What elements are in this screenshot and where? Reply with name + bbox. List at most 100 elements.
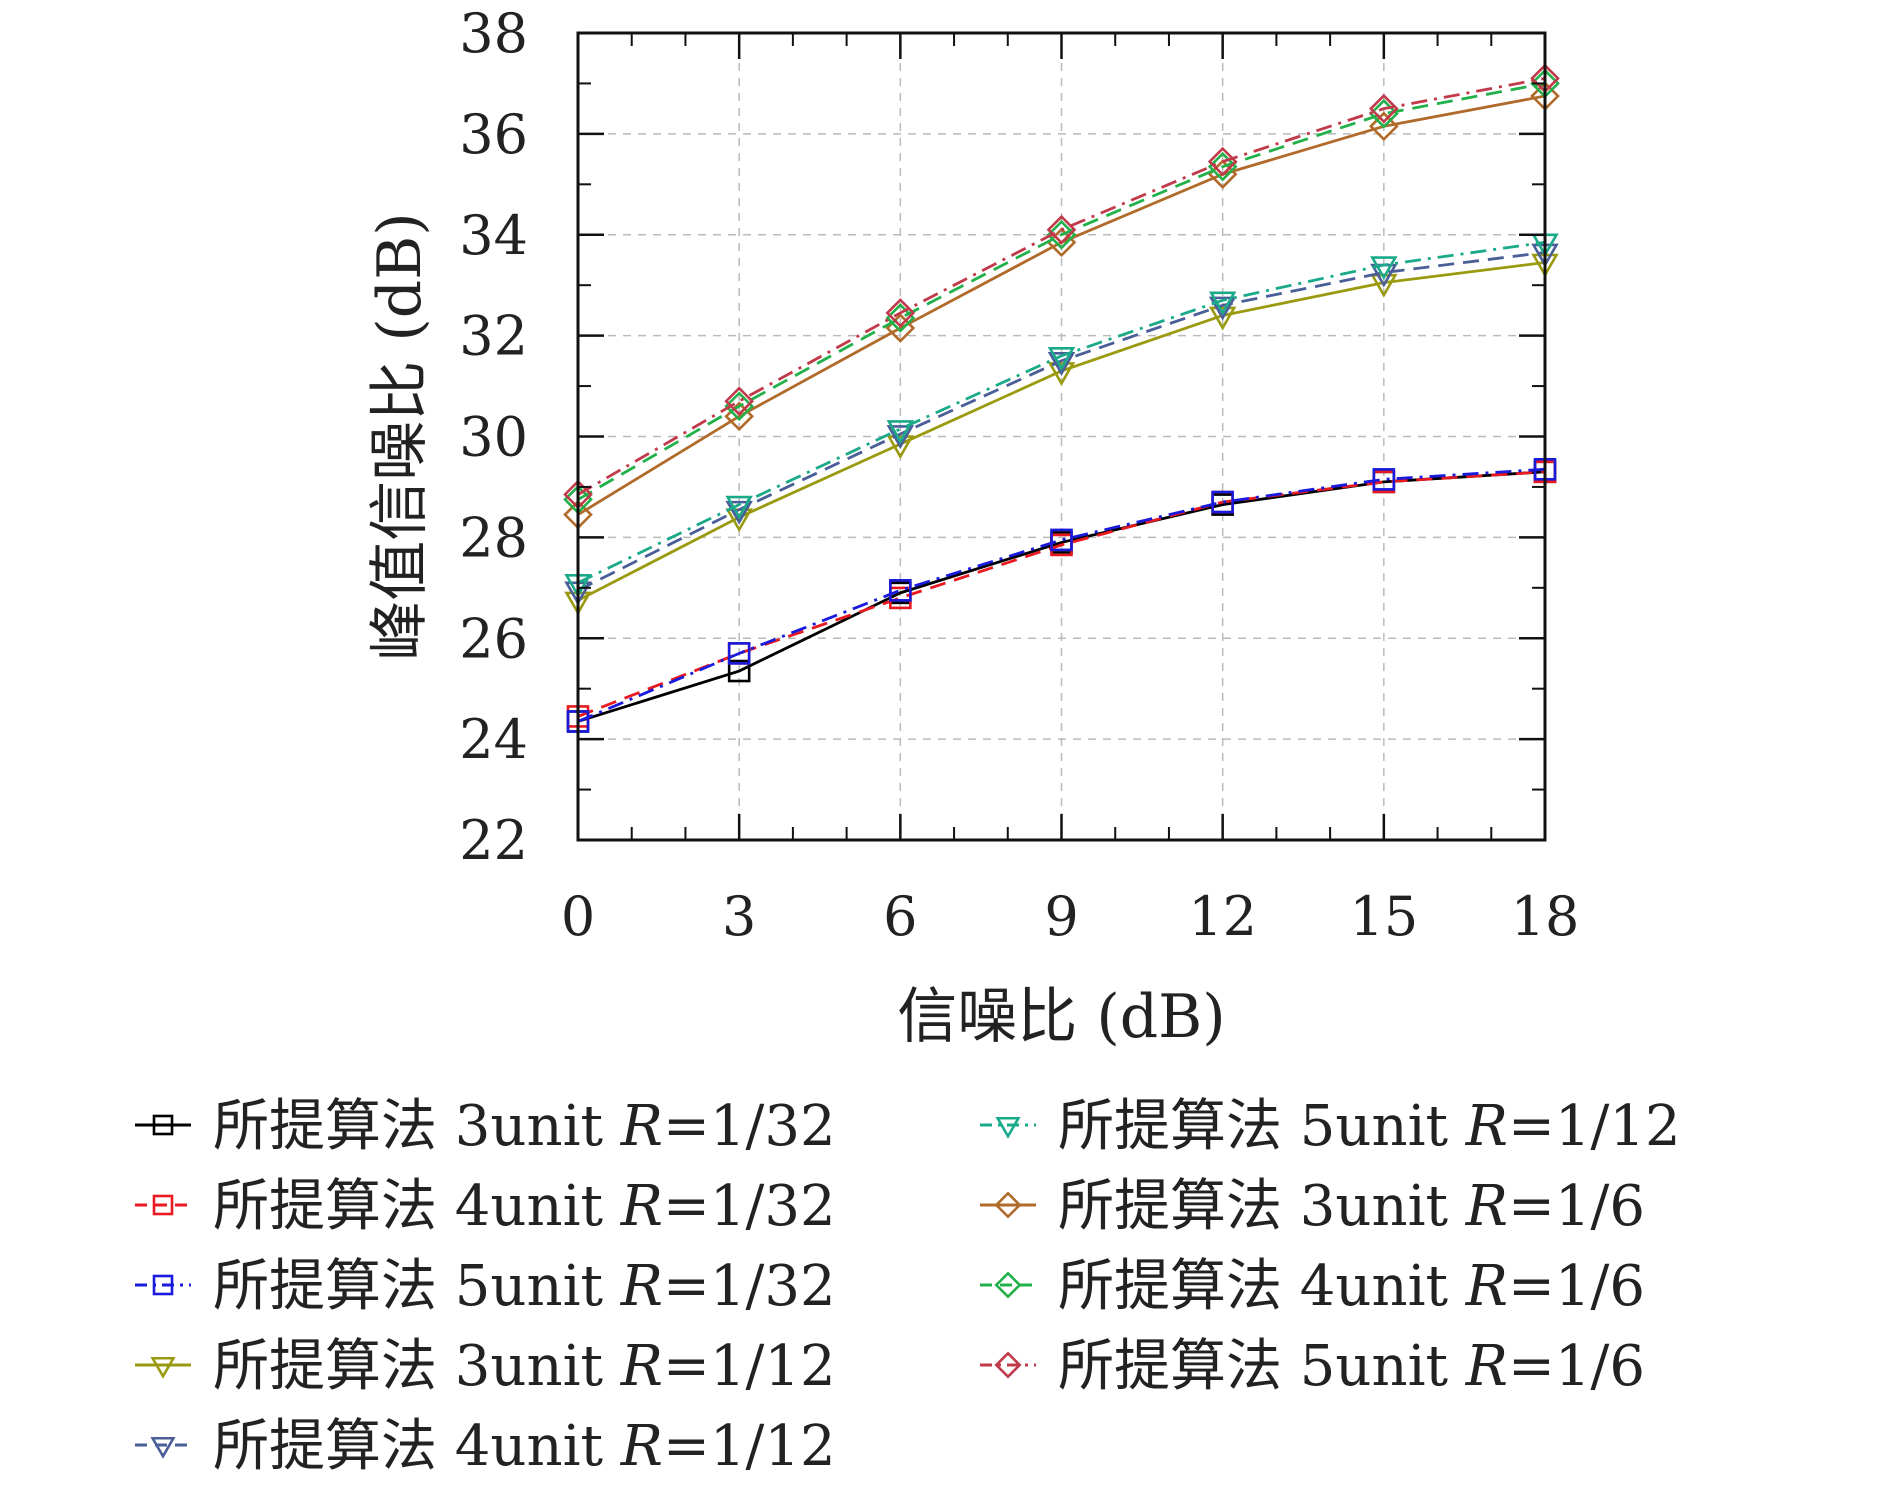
x-tick-label: 6: [883, 885, 917, 948]
legend-label-rate: =1/6: [1508, 1174, 1645, 1239]
series-line: [577, 77, 1546, 496]
legend-label: 所提算法 5unit R=1/6: [1058, 1334, 1645, 1399]
legend-label-rate: =1/12: [663, 1334, 836, 1399]
legend-label-rate: =1/12: [663, 1414, 836, 1479]
legend-label: 所提算法 5unit R=1/32: [213, 1254, 836, 1319]
legend-label-rate: =1/6: [1508, 1334, 1645, 1399]
data-point: [1211, 490, 1234, 514]
data-point: [1368, 111, 1399, 142]
y-tick-label: 34: [459, 204, 528, 267]
legend-label-prefix: 所提算法 4unit: [213, 1174, 621, 1239]
data-point: [727, 642, 751, 665]
legend-label-prefix: 所提算法 5unit: [213, 1254, 621, 1319]
data-point: [1207, 146, 1238, 177]
data-point: [886, 420, 915, 445]
legend-label-r: R: [620, 1094, 663, 1159]
legend-marker: [994, 1271, 1022, 1299]
x-tick-label: 15: [1349, 885, 1418, 948]
x-axis-title: 信噪比 (dB): [897, 982, 1225, 1052]
legend-entry: 所提算法 4unit R=1/6: [980, 1254, 1645, 1319]
y-tick-label: 22: [459, 809, 528, 872]
data-point: [1208, 291, 1237, 316]
series-6: [564, 233, 1559, 598]
legend-label-rate: =1/6: [1508, 1254, 1645, 1319]
y-tick-label: 24: [459, 708, 528, 771]
legend-label-r: R: [620, 1254, 663, 1319]
legend-marker: [150, 1356, 176, 1379]
data-point: [885, 303, 916, 333]
grid-lines: [578, 33, 1545, 840]
legend-label: 所提算法 4unit R=1/32: [213, 1174, 836, 1239]
data-point: [1370, 256, 1398, 281]
series-line: [577, 470, 1546, 723]
x-tick-label: 18: [1511, 885, 1580, 948]
legend-entry: 所提算法 3unit R=1/6: [980, 1174, 1645, 1239]
data-point: [1208, 296, 1237, 321]
y-tick-label: 38: [459, 2, 528, 65]
data-point: [1047, 346, 1076, 371]
data-point: [889, 579, 912, 602]
data-point: [885, 298, 916, 328]
legend-marker: [152, 1274, 174, 1296]
data-point: [886, 435, 915, 460]
legend-entry: 所提算法 3unit R=1/32: [135, 1094, 836, 1159]
legend-marker: [994, 1351, 1022, 1379]
series-3: [566, 457, 1557, 733]
x-tick-label: 12: [1188, 885, 1257, 948]
legend-entry: 所提算法 4unit R=1/32: [135, 1174, 836, 1239]
data-point: [1368, 98, 1399, 129]
legend-label-prefix: 所提算法 5unit: [1058, 1334, 1466, 1399]
legend-marker: [152, 1194, 174, 1216]
legend-label: 所提算法 5unit R=1/12: [1058, 1094, 1681, 1159]
legend-label-prefix: 所提算法 4unit: [1058, 1254, 1466, 1319]
legend-label-r: R: [1465, 1094, 1508, 1159]
data-point: [1047, 352, 1076, 376]
series-line: [577, 251, 1546, 592]
legend-label-r: R: [1465, 1334, 1508, 1399]
x-tick-label: 9: [1044, 885, 1078, 948]
legend-label-prefix: 所提算法 5unit: [1058, 1094, 1466, 1159]
data-point: [1050, 528, 1073, 552]
y-tick-label: 30: [459, 406, 528, 469]
series-line: [577, 240, 1546, 585]
legend-entry: 所提算法 5unit R=1/32: [135, 1254, 836, 1319]
data-point: [1046, 219, 1077, 250]
legend-label: 所提算法 4unit R=1/6: [1058, 1254, 1645, 1319]
data-point: [1046, 214, 1077, 245]
legend-entry: 所提算法 4unit R=1/12: [135, 1414, 836, 1479]
y-tick-label: 26: [459, 607, 528, 670]
y-tick-label: 36: [459, 103, 528, 166]
legend-label-rate: =1/32: [663, 1094, 836, 1159]
data-point: [886, 425, 915, 450]
series-line: [577, 470, 1546, 718]
legend-label-r: R: [1465, 1174, 1508, 1239]
data-point: [724, 391, 755, 422]
legend-label: 所提算法 3unit R=1/32: [213, 1094, 836, 1159]
x-tick-label: 0: [561, 885, 595, 948]
y-tick-label: 32: [459, 305, 528, 368]
legend-entry: 所提算法 5unit R=1/6: [980, 1334, 1645, 1399]
y-tick-label: 28: [459, 506, 528, 569]
data-point: [1207, 151, 1238, 182]
legend-label-rate: =1/32: [663, 1174, 836, 1239]
legend-label: 所提算法 4unit R=1/12: [213, 1414, 836, 1479]
x-tick-label: 3: [722, 885, 756, 948]
legend-label: 所提算法 3unit R=1/12: [213, 1334, 836, 1399]
legend-label-r: R: [1465, 1254, 1508, 1319]
legend-label-prefix: 所提算法 3unit: [1058, 1174, 1466, 1239]
legend-label-r: R: [620, 1414, 663, 1479]
legend-label-rate: =1/32: [663, 1254, 836, 1319]
series-line: [577, 82, 1546, 501]
axis-ticks: [576, 31, 1547, 842]
legend-label-prefix: 所提算法 3unit: [213, 1094, 621, 1159]
series-line: [577, 467, 1546, 723]
legend-marker: [994, 1191, 1022, 1219]
legend-marker: [150, 1436, 176, 1459]
legend-label-prefix: 所提算法 4unit: [213, 1414, 621, 1479]
legend-marker: [995, 1116, 1021, 1139]
legend-label-r: R: [620, 1174, 663, 1239]
data-point: [1208, 306, 1237, 331]
